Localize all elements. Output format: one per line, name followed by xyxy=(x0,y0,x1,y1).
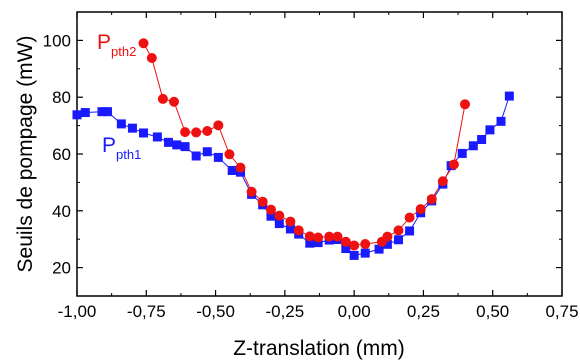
data-point-pth2 xyxy=(224,149,235,160)
data-point-pth2 xyxy=(285,216,296,227)
data-point-pth1 xyxy=(213,152,223,162)
data-point-pth1 xyxy=(127,123,137,133)
data-point-pth1 xyxy=(313,238,323,248)
data-point-pth1 xyxy=(274,219,284,229)
data-point-pth1 xyxy=(180,142,190,152)
data-point-pth2 xyxy=(169,96,179,107)
data-point-pth1 xyxy=(468,141,478,151)
legend-pth2-main: P xyxy=(97,31,111,54)
data-point-pth1 xyxy=(227,165,237,175)
data-point-pth1 xyxy=(305,238,315,248)
data-point-pth2 xyxy=(404,212,415,223)
data-point-pth1 xyxy=(360,248,370,258)
data-point-pth2 xyxy=(213,120,224,131)
data-point-pth2 xyxy=(138,38,149,49)
data-point-pth2 xyxy=(257,196,268,207)
data-point-pth1 xyxy=(191,151,201,161)
data-point-pth2 xyxy=(415,204,426,215)
data-point-pth2 xyxy=(266,204,276,215)
y-axis-title: Seuils de pompage (mW) xyxy=(14,36,37,273)
x-tick-label: 0,50 xyxy=(476,302,509,321)
x-tick-label: 0,75 xyxy=(545,302,578,321)
data-point-pth1 xyxy=(477,135,487,145)
data-point-pth1 xyxy=(97,107,107,117)
x-tick-label: -1,00 xyxy=(58,302,97,321)
data-point-pth1 xyxy=(496,116,506,126)
x-tick-label: -0,75 xyxy=(127,302,166,321)
data-point-pth1 xyxy=(349,250,359,260)
legend-pth2: Ppth2 xyxy=(97,31,136,59)
data-point-pth2 xyxy=(324,231,335,242)
data-point-pth1 xyxy=(163,137,173,147)
data-point-pth1 xyxy=(457,148,467,158)
x-tick-label: -0,50 xyxy=(196,302,235,321)
data-point-pth1 xyxy=(102,107,112,117)
data-point-pth2 xyxy=(382,231,393,242)
y-tick-label: 100 xyxy=(43,31,71,50)
y-tick-label: 20 xyxy=(52,259,71,278)
data-point-pth2 xyxy=(274,210,285,221)
data-point-pth1 xyxy=(393,235,403,245)
data-point-pth1 xyxy=(374,244,384,254)
legend-pth2-label: Ppth2 xyxy=(97,31,136,59)
ticks xyxy=(76,12,563,296)
data-point-pth2 xyxy=(437,176,448,187)
data-point-pth1 xyxy=(139,128,149,138)
y-tick-label: 60 xyxy=(52,145,71,164)
series-marks xyxy=(72,38,514,260)
data-point-pth1 xyxy=(341,244,351,254)
legend-pth1: Ppth1 xyxy=(102,134,141,162)
data-point-pth1 xyxy=(202,147,212,157)
legend-pth1-label: Ppth1 xyxy=(102,134,141,162)
data-point-pth2 xyxy=(202,125,213,136)
x-tick-label: -0,25 xyxy=(265,302,304,321)
data-point-pth1 xyxy=(266,211,276,221)
legend-pth2-sub: pth2 xyxy=(111,44,136,59)
data-point-pth2 xyxy=(293,225,304,236)
data-point-pth1 xyxy=(485,125,495,135)
data-point-pth2 xyxy=(313,232,324,243)
data-point-pth1 xyxy=(152,132,162,142)
data-point-pth1 xyxy=(80,108,90,118)
tick-labels: -1,00 -0,75 -0,50 -0,25 0,00 0,25 0,50 0,75 20 40… xyxy=(43,31,579,321)
data-point-pth2 xyxy=(393,225,404,236)
legend-pth1-sub: pth1 xyxy=(116,147,141,162)
x-tick-label: 0,00 xyxy=(338,302,371,321)
data-point-pth1 xyxy=(405,226,415,236)
data-point-pth1 xyxy=(382,239,392,249)
data-point-pth1 xyxy=(504,91,514,101)
data-point-pth2 xyxy=(157,93,168,104)
data-point-pth2 xyxy=(246,186,257,197)
data-point-pth2 xyxy=(191,127,202,138)
data-point-pth1 xyxy=(285,224,295,234)
y-tick-label: 40 xyxy=(52,202,71,221)
legend-pth1-main: P xyxy=(102,134,116,157)
data-point-pth2 xyxy=(426,194,437,205)
data-point-pth1 xyxy=(172,140,182,150)
x-tick-label: 0,25 xyxy=(407,302,440,321)
data-point-pth1 xyxy=(72,110,82,120)
data-point-pth2 xyxy=(360,239,371,250)
data-point-pth2 xyxy=(146,53,157,64)
data-point-pth2 xyxy=(460,99,470,110)
data-point-pth2 xyxy=(340,236,351,247)
y-tick-label: 80 xyxy=(52,88,71,107)
data-point-pth2 xyxy=(448,159,459,170)
data-point-pth2 xyxy=(332,231,343,242)
data-point-pth2 xyxy=(180,127,191,138)
data-point-pth1 xyxy=(116,119,126,129)
data-point-pth2 xyxy=(304,231,315,242)
data-point-pth2 xyxy=(235,162,246,173)
x-axis-title: Z-translation (mm) xyxy=(233,337,405,360)
data-point-pth2 xyxy=(349,240,360,251)
